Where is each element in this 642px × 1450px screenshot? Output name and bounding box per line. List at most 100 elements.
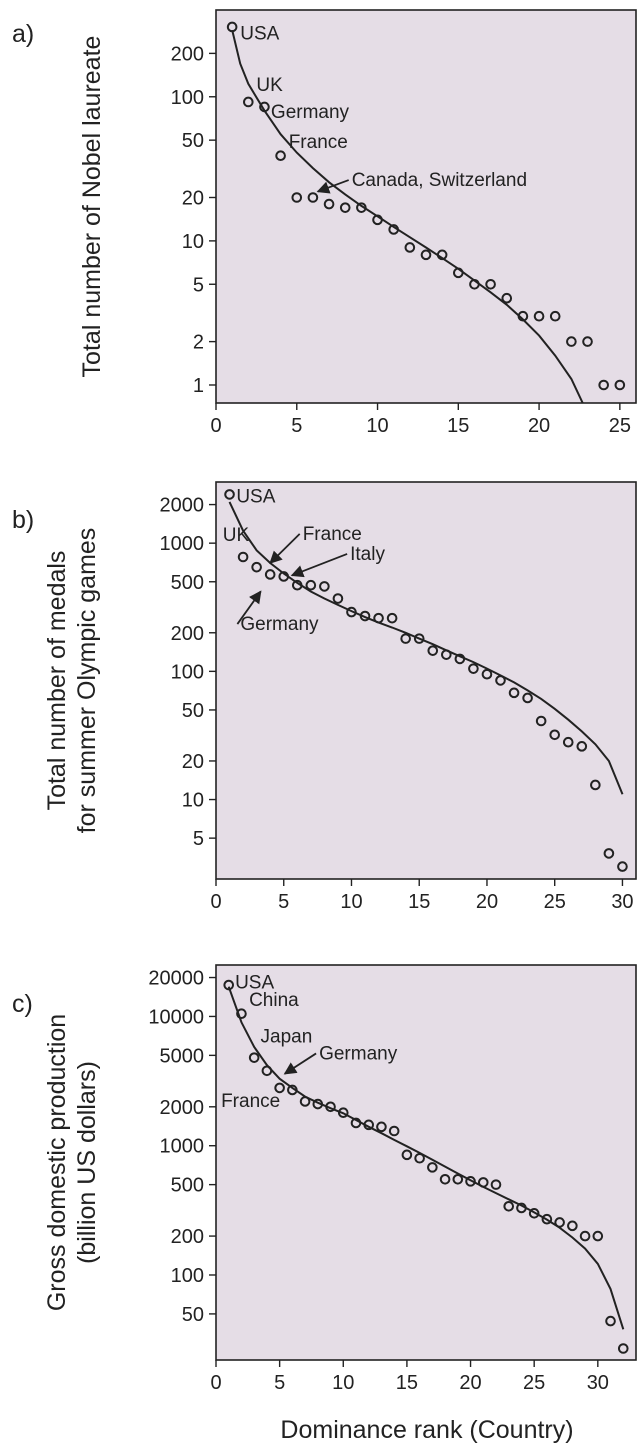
data-point [332, 593, 344, 604]
data-point [579, 1230, 591, 1242]
data-point [376, 1121, 387, 1133]
fit-line [231, 29, 584, 403]
y-tick-label: 20000 [148, 968, 204, 990]
y-tick-label: 50 [182, 700, 204, 722]
y-tick-label: 1000 [160, 533, 205, 555]
annotation-arrow [290, 553, 348, 578]
x-tick-label: 30 [611, 891, 633, 913]
data-point [528, 1208, 540, 1219]
annotation-label: China [249, 990, 299, 1011]
data-point [305, 579, 317, 591]
x-tick-label: 15 [408, 891, 430, 913]
y-tick-label: 2 [193, 332, 204, 354]
y-tick-label: 5 [193, 828, 204, 850]
data-point [605, 1315, 616, 1327]
panel-2: 5 10 20 50 100 200 500 1000 2000 0 5 10 15 20 25 30 USA U… [12, 481, 637, 913]
annotation-label: USA [235, 972, 274, 993]
data-point [388, 1125, 400, 1137]
y-tick-label: 1000 [160, 1136, 205, 1158]
y-tick-label: 200 [171, 623, 204, 645]
y-tick-label: 5 [193, 274, 204, 296]
data-point [603, 848, 615, 859]
panel-letter: b) [12, 506, 34, 534]
annotation-label: USA [236, 486, 275, 507]
x-tick-label: 25 [523, 1372, 545, 1394]
plot-area [215, 964, 637, 1361]
annotation-label: Germany [271, 102, 350, 123]
data-point [386, 612, 398, 624]
x-tick-label: 0 [210, 415, 221, 437]
x-tick-label: 20 [476, 891, 498, 913]
data-point [617, 861, 628, 872]
x-tick-label: 5 [278, 891, 289, 913]
x-tick-label: 20 [459, 1372, 481, 1394]
data-point [501, 292, 513, 304]
y-tick-label: 200 [171, 1226, 204, 1248]
data-point [590, 779, 601, 791]
data-point [567, 1220, 578, 1232]
x-tick-label: 5 [291, 415, 302, 437]
data-point [541, 1213, 553, 1225]
x-tick-label: 10 [366, 415, 388, 437]
y-tick-label: 200 [171, 43, 204, 65]
data-point [617, 1343, 629, 1354]
data-point [465, 1176, 476, 1187]
data-point [508, 687, 520, 699]
y-tick-label: 50 [182, 130, 204, 152]
x-tick-label: 15 [396, 1372, 418, 1394]
panel-letter: a) [12, 20, 34, 48]
data-point [413, 633, 425, 644]
y-axis-title: (billion US dollars) [73, 1061, 101, 1264]
y-tick-label: 500 [171, 1175, 204, 1197]
data-point [562, 736, 574, 748]
data-point [323, 198, 335, 210]
y-tick-label: 2000 [160, 1097, 205, 1119]
x-tick-label: 10 [340, 891, 362, 913]
data-point [420, 249, 432, 261]
data-point [307, 192, 319, 203]
data-point [481, 668, 493, 680]
annotation-label: USA [240, 23, 279, 44]
data-point [404, 242, 416, 253]
data-point [243, 96, 254, 108]
annotation-label: Germany [319, 1043, 398, 1064]
y-axis-title: for summer Olympic games [73, 528, 101, 834]
x-tick-label: 25 [609, 415, 631, 437]
y-tick-label: 1 [193, 375, 204, 397]
data-point [319, 581, 330, 592]
y-tick-label: 100 [171, 87, 204, 109]
fit-line [228, 501, 624, 795]
y-axis-title: Total number of medals [43, 551, 71, 811]
annotation-label: Italy [350, 544, 385, 565]
data-point [468, 663, 479, 674]
annotation-label: Germany [240, 614, 319, 635]
y-tick-label: 50 [182, 1304, 204, 1326]
annotation-arrow [236, 590, 262, 625]
data-point [614, 379, 626, 391]
plot-area [215, 9, 637, 404]
data-point [535, 715, 547, 727]
plot-area [215, 481, 637, 880]
y-tick-label: 2000 [160, 495, 205, 517]
data-point [598, 379, 609, 391]
data-point [427, 1162, 438, 1173]
y-tick-label: 100 [171, 1265, 204, 1287]
x-tick-label: 5 [274, 1372, 285, 1394]
data-point [337, 1107, 349, 1119]
data-point [236, 1008, 247, 1020]
data-point [291, 192, 303, 203]
data-point [503, 1200, 515, 1212]
data-point [582, 336, 593, 347]
y-tick-label: 20 [182, 751, 204, 773]
x-tick-label: 15 [447, 415, 469, 437]
data-point [439, 1173, 451, 1185]
panel-3: 50 100 200 500 1000 2000 5000 10000 20000 0 5 10 15 2… [12, 964, 637, 1394]
y-tick-label: 10 [182, 231, 204, 253]
data-point [522, 692, 533, 704]
data-point [275, 150, 286, 161]
annotation-arrow [316, 179, 350, 194]
annotation-arrow [283, 1052, 317, 1075]
data-point [549, 729, 561, 741]
annotation-label: UK [223, 525, 250, 546]
